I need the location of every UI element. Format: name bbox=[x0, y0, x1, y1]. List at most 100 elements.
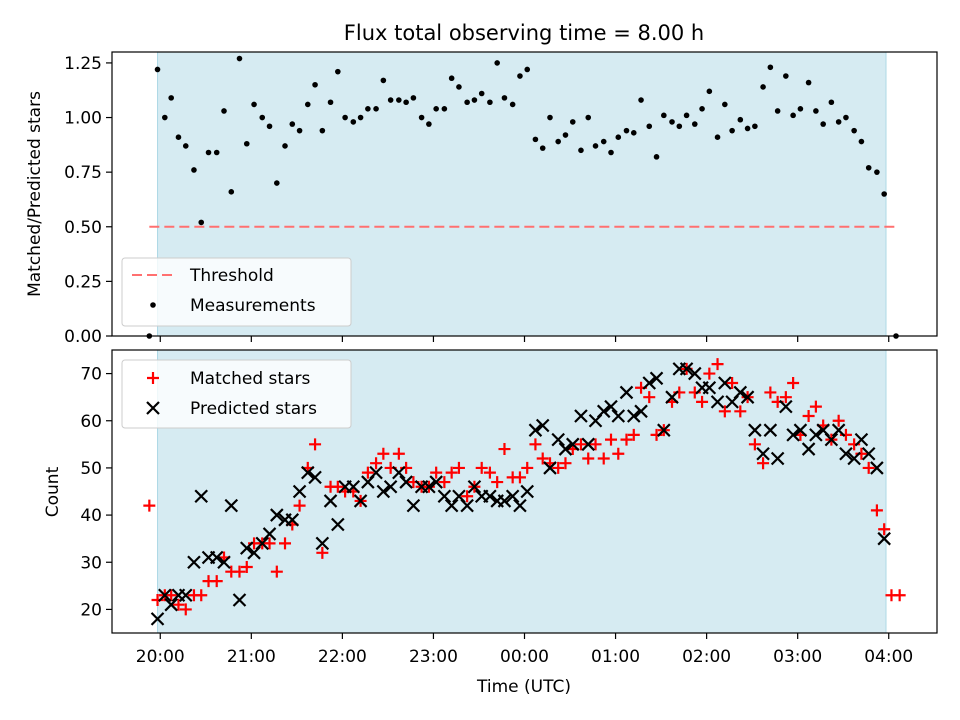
predicted-star-point bbox=[292, 484, 307, 499]
measurement-point bbox=[874, 169, 880, 175]
predicted-star-point bbox=[626, 409, 641, 423]
x-tick-label: 22:00 bbox=[318, 647, 367, 667]
predicted-star-point bbox=[574, 409, 588, 423]
matched-star-point bbox=[445, 466, 458, 479]
matched-star-point bbox=[361, 466, 374, 479]
predicted-star-point bbox=[483, 489, 497, 503]
predicted-star-point bbox=[763, 423, 778, 437]
y-tick-label: 20 bbox=[80, 600, 102, 620]
x-tick-label: 04:00 bbox=[864, 647, 913, 667]
matched-star-point bbox=[529, 438, 542, 451]
predicted-star-point bbox=[565, 437, 580, 452]
predicted-star-point bbox=[444, 498, 459, 513]
measurement-point bbox=[168, 95, 174, 101]
measurement-point bbox=[380, 77, 387, 84]
predicted-star-point bbox=[467, 480, 482, 494]
predicted-star-point bbox=[392, 465, 406, 480]
matched-star-point bbox=[620, 433, 633, 446]
matched-star-point bbox=[263, 537, 276, 550]
measurement-point bbox=[350, 119, 357, 125]
predicted-star-point bbox=[801, 442, 816, 456]
predicted-star-point bbox=[239, 541, 254, 555]
predicted-star-point bbox=[854, 432, 869, 447]
matched-star-point bbox=[597, 452, 610, 465]
legend-top: Threshold Measurements bbox=[121, 257, 352, 327]
predicted-star-point bbox=[551, 432, 565, 447]
matched-star-point bbox=[279, 537, 292, 550]
measurement-point bbox=[813, 108, 819, 114]
bottom-panel-count-plot: 20 30 40 50 60 70 20:00 21:00 22:00 23:00 00:00 01… bbox=[43, 349, 938, 697]
predicted-star-point bbox=[497, 494, 512, 508]
predicted-star-point bbox=[596, 404, 611, 419]
predicted-star-point bbox=[158, 588, 172, 603]
y-tick-label: 60 bbox=[80, 412, 102, 432]
predicted-star-point bbox=[369, 465, 383, 480]
matched-star-point bbox=[392, 447, 405, 460]
predicted-star-point bbox=[642, 376, 657, 390]
measurement-point bbox=[282, 143, 288, 149]
predicted-star-point bbox=[688, 366, 702, 381]
y-tick-label: 70 bbox=[80, 365, 102, 385]
x-tick-label: 02:00 bbox=[682, 647, 731, 667]
predicted-star-point bbox=[150, 612, 165, 626]
measurement-point bbox=[851, 127, 857, 134]
matched-star-point bbox=[582, 452, 595, 465]
predicted-star-point bbox=[315, 536, 330, 551]
measurement-point bbox=[289, 121, 296, 127]
predicted-star-point bbox=[665, 390, 679, 404]
measurement-point bbox=[494, 60, 500, 66]
measurement-point bbox=[236, 55, 243, 62]
measurement-point bbox=[805, 79, 812, 86]
measurement-point bbox=[767, 64, 774, 71]
legend-threshold-label: Threshold bbox=[189, 266, 274, 286]
measurement-point bbox=[410, 95, 417, 101]
predicted-star-point bbox=[422, 480, 436, 494]
predicted-star-point bbox=[779, 399, 793, 414]
measurement-point bbox=[653, 154, 660, 160]
predicted-star-point bbox=[786, 428, 800, 442]
predicted-star-point bbox=[679, 362, 694, 376]
measurement-point bbox=[820, 121, 826, 127]
measurement-point bbox=[562, 132, 569, 138]
matched-star-point bbox=[179, 603, 192, 616]
measurement-point bbox=[600, 138, 607, 145]
measurement-point bbox=[858, 138, 865, 145]
predicted-star-point bbox=[270, 508, 284, 522]
matched-star-point bbox=[491, 476, 504, 489]
measurement-point bbox=[843, 114, 849, 121]
measurement-point bbox=[464, 99, 470, 106]
predicted-star-point bbox=[861, 446, 876, 461]
matched-star-point bbox=[757, 457, 770, 470]
predicted-star-point bbox=[528, 423, 543, 437]
measurement-point bbox=[517, 73, 523, 79]
x-tick-label: 20:00 bbox=[136, 647, 185, 667]
predicted-star-markers bbox=[150, 362, 891, 626]
predicted-star-point bbox=[847, 451, 861, 466]
predicted-star-point bbox=[611, 409, 626, 423]
measurement-point bbox=[441, 106, 448, 112]
predicted-star-point bbox=[870, 461, 884, 475]
measurement-point bbox=[790, 112, 796, 119]
matched-star-point bbox=[240, 560, 253, 573]
predicted-star-point bbox=[255, 536, 270, 551]
predicted-star-point bbox=[323, 494, 338, 508]
measurement-point bbox=[365, 106, 371, 112]
predicted-star-point bbox=[383, 480, 398, 494]
x-tick-label: 00:00 bbox=[500, 647, 549, 667]
predicted-star-point bbox=[513, 498, 527, 513]
predicted-star-point bbox=[353, 494, 368, 508]
matched-star-point bbox=[696, 395, 709, 408]
predicted-star-point bbox=[346, 480, 361, 494]
predicted-star-point bbox=[376, 484, 391, 499]
predicted-star-point bbox=[285, 513, 300, 527]
measurement-point bbox=[433, 106, 439, 112]
predicted-star-point bbox=[634, 404, 648, 419]
chart-title: Flux total observing time = 8.00 h bbox=[344, 21, 704, 45]
measurement-point bbox=[569, 119, 576, 125]
matched-star-point bbox=[452, 461, 465, 474]
matched-star-point bbox=[552, 461, 565, 474]
measurement-point bbox=[797, 106, 804, 112]
matched-star-point bbox=[779, 391, 792, 404]
predicted-star-point bbox=[224, 498, 239, 513]
